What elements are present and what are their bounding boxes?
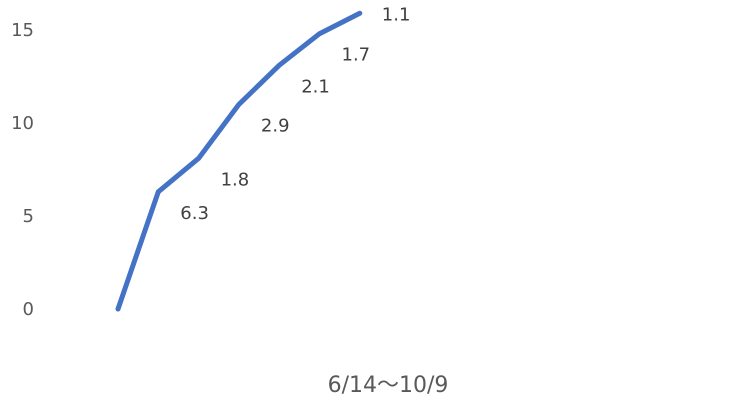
y-tick-label: 15 bbox=[11, 20, 34, 41]
y-tick-label: 10 bbox=[11, 113, 34, 134]
data-label: 2.9 bbox=[261, 115, 290, 136]
y-tick-label: 5 bbox=[23, 206, 34, 227]
data-label: 1.7 bbox=[342, 45, 371, 66]
data-label: 6.3 bbox=[180, 203, 209, 224]
x-axis-title: 6/14〜10/9 bbox=[328, 373, 449, 398]
data-label: 1.8 bbox=[221, 169, 250, 190]
y-tick-label: 0 bbox=[23, 299, 34, 320]
series-line bbox=[115, 10, 363, 312]
data-label: 1.1 bbox=[382, 4, 411, 25]
data-labels: 6.3 1.8 2.9 2.1 1.7 1.1 bbox=[180, 4, 410, 224]
data-label: 2.1 bbox=[301, 76, 330, 97]
series-layer bbox=[115, 10, 363, 312]
y-axis-ticks: 0 5 10 15 bbox=[11, 20, 34, 320]
